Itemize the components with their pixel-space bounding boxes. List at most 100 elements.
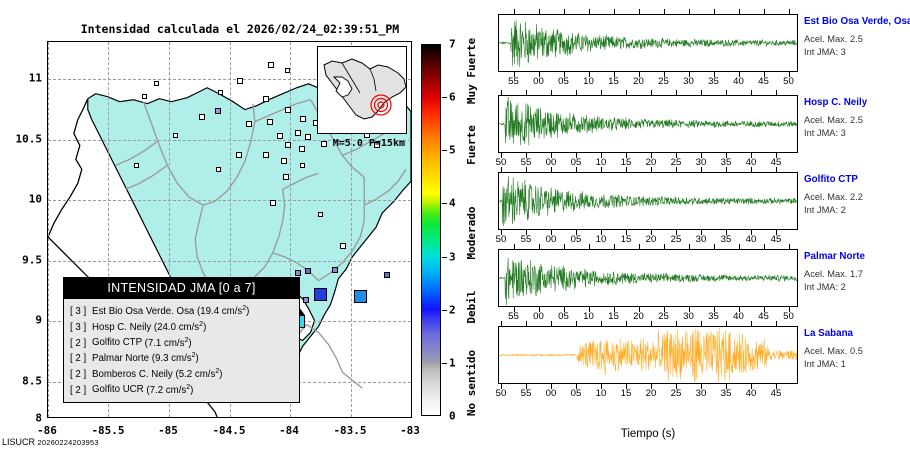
station-marker[interactable]	[217, 90, 223, 96]
station-name[interactable]: Palmar Norte	[804, 251, 865, 262]
waveform-plot[interactable]	[498, 326, 798, 384]
time-tick-label: 10	[595, 388, 607, 399]
time-tick-top	[551, 90, 552, 95]
station-marker[interactable]	[353, 289, 367, 303]
station-marker[interactable]	[277, 132, 284, 139]
colorbar-tick	[442, 150, 447, 152]
legend-accel: (24.0 cm/s2)	[153, 320, 207, 334]
legend-row: [ 2 ] Golfito CTP (7.1 cm/s2)	[70, 334, 293, 350]
legend-accel: (7.1 cm/s2)	[144, 336, 192, 349]
station-marker[interactable]	[141, 93, 147, 99]
seismogram-trace-3: 50 55 00 05 10 15 20 25 30 35 40 45	[496, 167, 798, 246]
time-tick	[588, 307, 590, 312]
station-name[interactable]: Golfito CTP	[804, 174, 858, 185]
station-max-accel: Acel. Max. 0.5	[804, 346, 863, 356]
waveform-plot[interactable]	[498, 249, 798, 307]
time-tick-top	[713, 9, 715, 14]
station-marker[interactable]	[280, 158, 287, 165]
time-tick-label: 55	[520, 388, 532, 399]
station-marker[interactable]	[285, 107, 292, 114]
seismogram-trace-2: 50 55 00 05 10 15 20 25 30 35 40 45	[495, 90, 798, 169]
legend-intensity: [ 2 ]	[70, 384, 87, 396]
station-marker[interactable]	[373, 142, 380, 149]
station-marker[interactable]	[262, 152, 269, 159]
station-marker[interactable]	[284, 141, 291, 148]
station-marker[interactable]	[299, 163, 305, 169]
station-marker[interactable]	[331, 266, 338, 273]
station-marker[interactable]	[285, 67, 291, 73]
time-tick-label: 20	[633, 76, 644, 87]
station-marker[interactable]	[295, 270, 302, 277]
station-max-accel: Acel. Max. 2.2	[804, 192, 863, 202]
time-tick-top	[676, 321, 677, 326]
gridline-vertical	[411, 42, 412, 417]
legend-title: INTENSIDAD JMA [0 a 7]	[64, 278, 299, 300]
time-tick	[651, 384, 652, 389]
time-tick-label: 30	[695, 388, 707, 399]
time-tick-label: 25	[670, 388, 682, 399]
time-tick-top	[588, 244, 590, 249]
station-marker[interactable]	[172, 133, 178, 139]
waveform-plot[interactable]	[498, 95, 798, 153]
colorbar-tick	[442, 362, 447, 364]
station-marker[interactable]	[215, 108, 222, 114]
station-marker[interactable]	[235, 151, 242, 158]
station-marker[interactable]	[320, 141, 327, 147]
station-marker[interactable]	[270, 200, 277, 207]
legend-station: Golfito UCR	[92, 384, 144, 396]
colorbar-tick-label: 1	[449, 356, 456, 370]
time-tick-label: 50	[495, 157, 507, 168]
waveform-plot[interactable]	[498, 172, 798, 230]
time-tick	[663, 72, 665, 77]
station-marker[interactable]	[339, 242, 346, 249]
station-marker[interactable]	[245, 120, 252, 127]
station-marker[interactable]	[314, 287, 328, 301]
time-tick-top	[776, 321, 777, 326]
station-marker[interactable]	[262, 96, 269, 102]
station-name[interactable]: Hosp C. Neily	[804, 97, 868, 108]
time-tick	[576, 230, 577, 235]
time-tick-label: 50	[495, 388, 507, 399]
legend-station: Est Bio Osa Verde. Osa	[92, 306, 195, 318]
time-tick-top	[651, 321, 652, 326]
station-name[interactable]: Est Bio Osa Verde, Osa	[804, 16, 910, 27]
time-tick-label: 20	[645, 388, 657, 399]
legend-accel: (19.4 cm/s2)	[197, 305, 250, 318]
time-tick	[663, 307, 665, 312]
station-marker[interactable]	[268, 62, 275, 69]
footer-credit: LISUCR 20260224203953	[2, 437, 99, 447]
station-marker[interactable]	[295, 130, 302, 137]
station-marker[interactable]	[299, 146, 306, 153]
station-marker[interactable]	[282, 174, 289, 180]
axis-top-ticks	[498, 321, 798, 326]
map-plot-area[interactable]: M=5.0 P=15km INTENSIDAD JMA [0 a 7] [ 3 …	[47, 41, 412, 418]
time-tick	[601, 153, 602, 158]
station-marker[interactable]	[198, 114, 205, 120]
time-tick-label: 05	[558, 311, 569, 322]
station-marker[interactable]	[303, 297, 310, 303]
station-marker[interactable]	[237, 78, 244, 84]
station-name[interactable]: La Sabana	[804, 328, 854, 339]
legend-accel: (7.2 cm/s2)	[146, 383, 194, 396]
time-tick-label: 15	[620, 157, 632, 168]
station-marker[interactable]	[267, 118, 274, 125]
station-marker[interactable]	[384, 272, 391, 279]
time-tick-top	[663, 9, 665, 14]
waveform-plot[interactable]	[498, 14, 798, 72]
station-marker[interactable]	[134, 163, 140, 169]
station-marker[interactable]	[300, 115, 307, 122]
time-tick	[576, 384, 577, 389]
station-marker[interactable]	[216, 167, 222, 172]
time-tick	[613, 72, 615, 77]
time-tick-top	[538, 9, 540, 14]
station-marker[interactable]	[304, 267, 311, 274]
station-marker[interactable]	[154, 80, 160, 86]
station-marker[interactable]	[317, 212, 323, 217]
map-xtick: -84.5	[212, 424, 246, 437]
time-tick	[726, 384, 727, 389]
station-marker[interactable]	[304, 133, 311, 140]
time-tick-top	[526, 90, 527, 95]
colorbar-tick-label: 2	[449, 303, 456, 317]
time-tick	[701, 230, 702, 235]
